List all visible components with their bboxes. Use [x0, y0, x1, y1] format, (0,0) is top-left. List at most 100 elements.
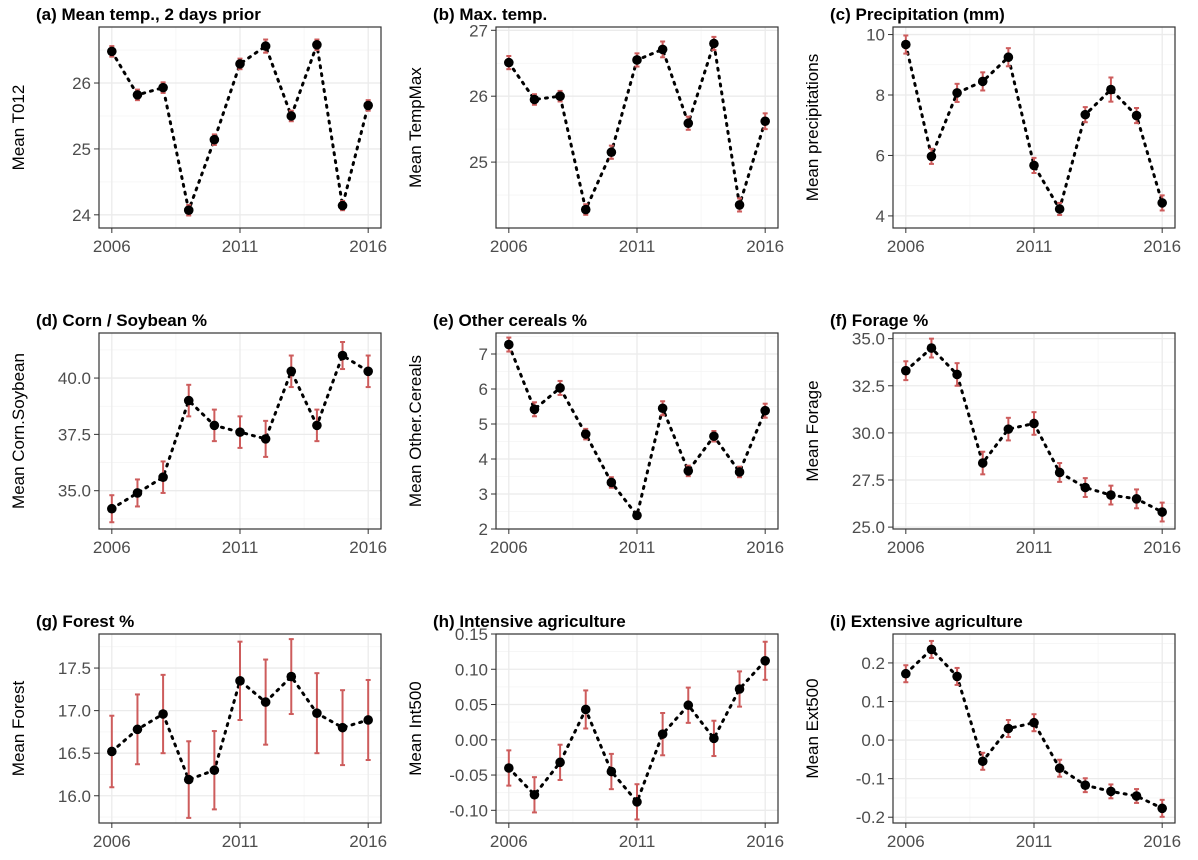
y-tick-label: 0.1 — [861, 693, 885, 712]
data-point — [901, 365, 911, 376]
data-point — [734, 200, 745, 210]
x-tick-label: 2006 — [93, 237, 131, 256]
data-point — [158, 472, 168, 482]
panel-title: (i) Extensive agriculture — [830, 612, 1023, 631]
data-point — [529, 789, 540, 800]
data-point — [977, 756, 988, 767]
data-point — [107, 746, 117, 757]
data-point — [1003, 424, 1014, 434]
series-connector — [904, 647, 1164, 810]
x-tick-label: 2016 — [349, 237, 387, 256]
data-point — [183, 205, 194, 216]
x-tick-label: 2011 — [1016, 832, 1053, 851]
x-tick-label: 2016 — [1143, 237, 1181, 256]
data-point — [926, 644, 937, 655]
data-point — [504, 339, 514, 350]
data-point — [580, 704, 591, 715]
data-point — [529, 404, 540, 415]
y-tick-label: -0.05 — [449, 766, 488, 785]
y-tick-label: 6 — [479, 380, 488, 399]
data-point — [1106, 84, 1116, 95]
x-tick-label: 2011 — [619, 832, 656, 851]
y-tick-label: 0.15 — [455, 625, 488, 644]
y-tick-label: 5 — [479, 415, 488, 434]
data-point — [606, 147, 617, 158]
data-point — [504, 763, 514, 773]
y-tick-label: 25.0 — [852, 518, 885, 537]
data-point — [1080, 780, 1091, 790]
data-point — [1003, 723, 1014, 734]
data-point — [286, 366, 297, 377]
panel-border — [98, 332, 382, 530]
data-point — [1080, 482, 1091, 493]
data-point — [952, 369, 962, 380]
data-point — [260, 434, 271, 444]
y-tick-label: 24 — [72, 206, 91, 225]
panel-h: -0.10 -0.05 0.00 0.05 0.10 0.15 2006 2011 2016 (h… — [406, 612, 784, 851]
data-point — [555, 757, 565, 768]
panel-title: (a) Mean temp., 2 days prior — [36, 5, 261, 24]
data-point — [709, 38, 719, 49]
panel-title: (b) Max. temp. — [433, 5, 547, 24]
y-axis-label: Mean precipitations — [803, 54, 822, 201]
x-tick-label: 2006 — [490, 832, 528, 851]
data-point — [286, 671, 297, 682]
x-tick-label: 2006 — [490, 538, 528, 557]
data-point — [132, 488, 143, 498]
panel-d: 35.0 37.5 40.0 2006 2011 2016 (d) Corn / Soybe… — [9, 311, 387, 557]
data-point — [260, 41, 271, 51]
data-point — [977, 76, 988, 87]
data-point — [1029, 418, 1039, 429]
data-point — [286, 111, 297, 121]
y-tick-label: 0.0 — [861, 731, 885, 750]
data-point — [158, 82, 168, 93]
data-point — [363, 100, 373, 111]
y-axis-label: Mean Int500 — [406, 681, 425, 776]
panel-a: 24 25 26 2006 2011 2016 (a) Mean temp., 2 days… — [9, 5, 387, 256]
data-point — [901, 668, 911, 679]
panel-i: -0.2 -0.1 0.0 0.1 0.2 2006 2011 2016 (i) Extensi… — [803, 612, 1181, 851]
data-point — [606, 766, 617, 777]
data-point — [760, 405, 770, 416]
series-connector — [507, 343, 767, 519]
panel-border — [892, 633, 1176, 824]
data-point — [901, 39, 911, 50]
data-point — [632, 55, 642, 65]
y-tick-label: 25 — [469, 153, 488, 172]
y-tick-label: 26 — [72, 74, 91, 93]
panel-border — [98, 26, 382, 229]
y-tick-label: 2 — [479, 520, 488, 539]
x-tick-label: 2011 — [222, 538, 259, 557]
data-point — [1157, 507, 1167, 517]
x-tick-label: 2006 — [490, 237, 528, 256]
data-point — [657, 403, 668, 414]
y-tick-label: 35.0 — [58, 482, 91, 501]
data-point — [709, 733, 719, 744]
panel-border — [495, 633, 779, 824]
panel-e: 2 3 4 5 6 7 2006 2011 2016 (e) Other cereals % Mea… — [406, 311, 784, 557]
data-point — [312, 39, 322, 50]
x-tick-label: 2011 — [619, 538, 656, 557]
y-tick-label: 26 — [469, 87, 488, 106]
y-axis-label: Mean T012 — [9, 85, 28, 171]
data-point — [606, 477, 617, 488]
data-point — [337, 200, 348, 211]
data-point — [977, 458, 988, 468]
data-point — [1029, 160, 1039, 171]
data-point — [337, 350, 348, 361]
data-point — [132, 90, 143, 100]
y-tick-label: 32.5 — [852, 377, 885, 396]
x-tick-label: 2011 — [619, 237, 656, 256]
data-point — [183, 774, 194, 785]
data-point — [926, 343, 937, 353]
x-tick-label: 2006 — [887, 237, 925, 256]
data-point — [926, 151, 937, 162]
data-point — [363, 366, 373, 377]
panel-title: (h) Intensive agriculture — [433, 612, 626, 631]
y-axis-label: Mean TempMax — [406, 67, 425, 188]
x-tick-label: 2016 — [349, 538, 387, 557]
y-tick-label: 3 — [479, 485, 488, 504]
data-point — [1157, 198, 1167, 208]
series-connector — [110, 43, 370, 216]
